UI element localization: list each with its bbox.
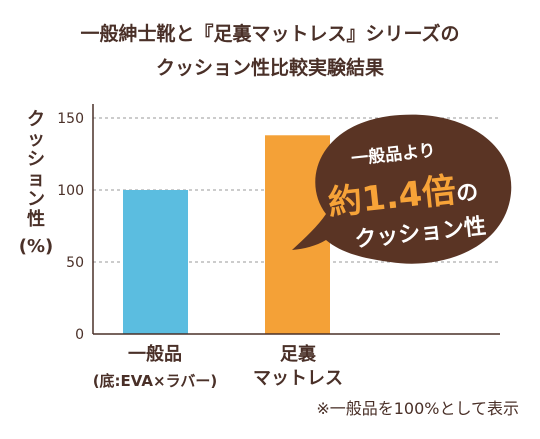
bars <box>123 135 330 334</box>
callout-bubble: 一般品より 約1.4倍の クッション性 <box>292 114 512 264</box>
y-axis-label-char: シ <box>27 149 45 170</box>
x-category-label: 一般品 <box>128 343 182 365</box>
y-axis-label-char: 性 <box>27 208 45 230</box>
x-category-labels: 一般品 (底:EVA×ラバー) 足裏マットレス <box>93 343 343 390</box>
bar-general <box>123 190 188 334</box>
y-axis-label-char: ン <box>27 189 45 210</box>
x-category-label: マットレス <box>253 368 343 389</box>
x-category-label: (底:EVA×ラバー) <box>93 372 218 390</box>
y-tick-label: 0 <box>75 327 84 343</box>
footnote: ※一般品を100%として表示 <box>316 399 519 418</box>
callout-particle: の <box>455 180 480 207</box>
y-tick-labels: 0 50 100 150 <box>57 111 84 343</box>
y-axis-label-char: ク <box>27 109 45 130</box>
y-axis-label-char: ッ <box>27 129 45 150</box>
y-tick-label: 100 <box>57 183 84 199</box>
y-axis-unit: (%) <box>19 236 54 257</box>
callout-shape <box>292 114 512 264</box>
title-line1: 一般紳士靴と『足裏マットレス』シリーズの <box>80 22 459 45</box>
title-line2: クッション性比較実験結果 <box>156 56 384 79</box>
chart-title: 一般紳士靴と『足裏マットレス』シリーズの クッション性比較実験結果 <box>80 22 459 79</box>
y-tick-label: 50 <box>66 255 84 271</box>
y-tick-label: 150 <box>57 111 84 127</box>
y-axis-label-char: ョ <box>27 169 45 190</box>
x-category-label: 足裏 <box>280 343 317 365</box>
y-axis-label: クッション性 <box>27 109 45 230</box>
